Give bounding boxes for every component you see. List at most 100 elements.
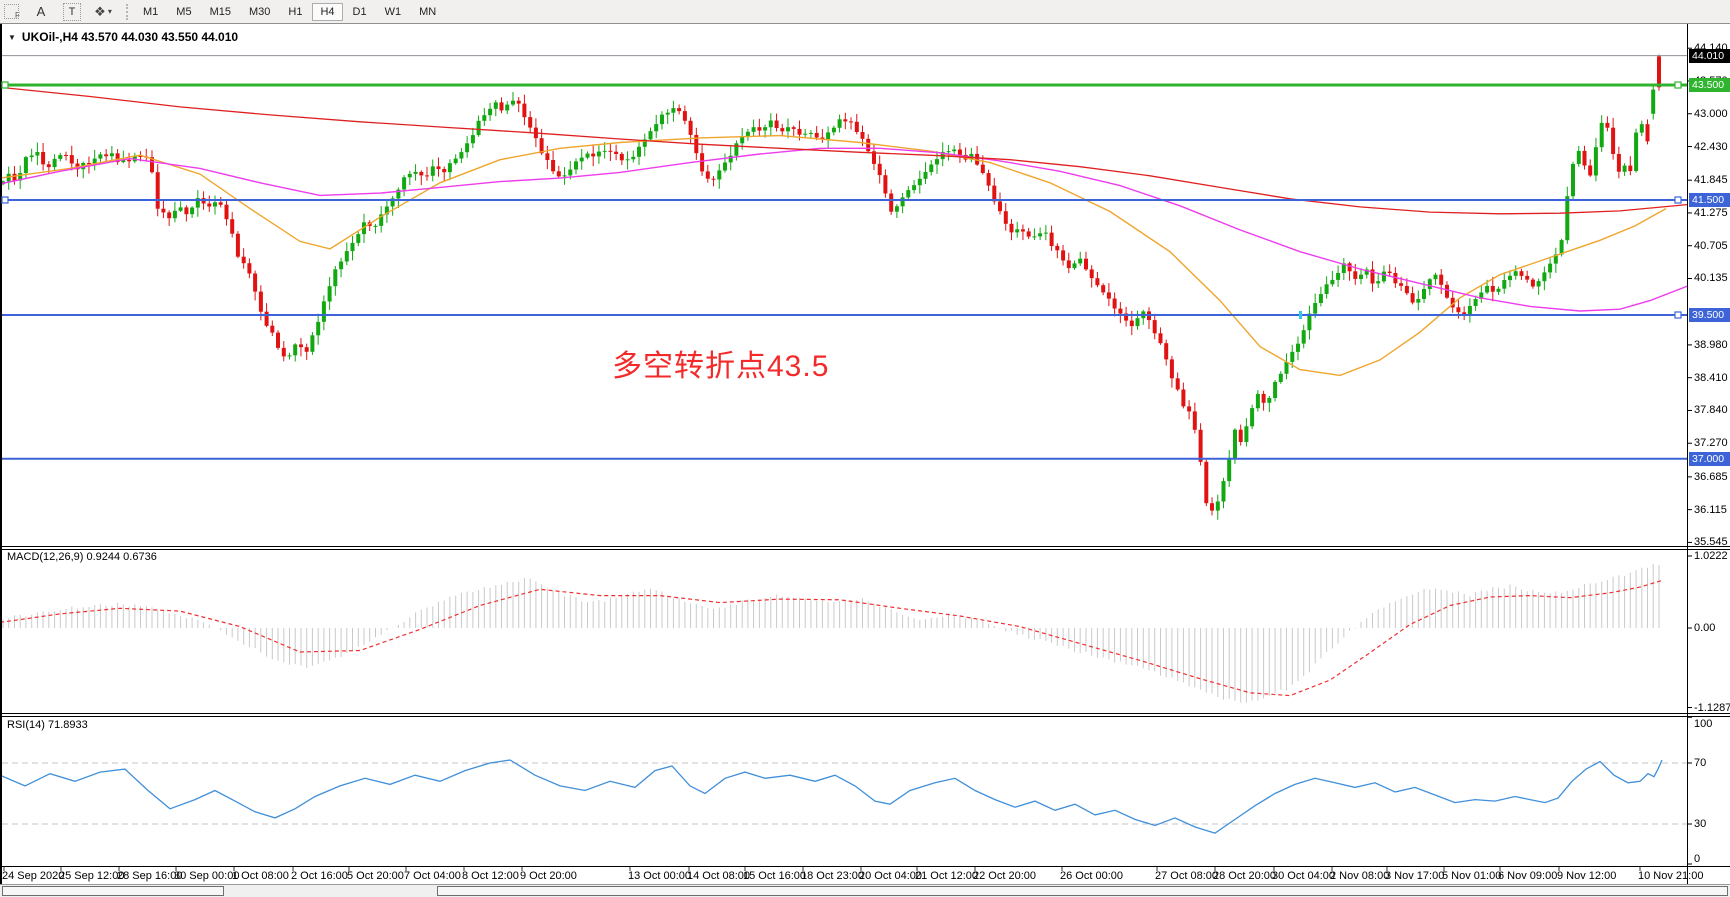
time-axis-label: 9 Oct 20:00 <box>520 870 577 882</box>
time-axis-label: 2 Oct 16:00 <box>291 870 348 882</box>
symbol-ohlc-text: UKOil-,H4 43.570 44.030 43.550 44.010 <box>21 30 239 44</box>
macd-tick-label: 0.00 <box>1694 622 1716 634</box>
level-price-label: 39.500 <box>1689 308 1730 322</box>
chart-title: ▼ UKOil-,H4 43.570 44.030 43.550 44.010 <box>8 30 238 44</box>
price-tick-label: 40.705 <box>1694 239 1728 252</box>
time-axis-label: 13 Oct 00:00 <box>628 870 691 882</box>
price-scale-separator[interactable] <box>1687 24 1688 884</box>
price-tick-label: 36.685 <box>1694 470 1728 483</box>
macd-signal-line <box>2 579 1663 697</box>
price-tick-label: 36.115 <box>1694 503 1727 516</box>
rsi-tick-label: 0 <box>1694 853 1701 865</box>
font-tool-label: F <box>15 11 20 20</box>
rsi-tick-label: 70 <box>1694 757 1707 769</box>
time-axis-bottom <box>0 884 1730 885</box>
rsi-top-border <box>0 716 1730 717</box>
toolbar: F A T ❖ ▾ M1 M5 M15 M30 H1 H4 D1 W1 MN <box>0 0 1730 24</box>
macd-plot <box>2 564 1663 703</box>
text-box-icon: T <box>63 2 81 21</box>
time-axis-label: 2 Nov 08:00 <box>1330 870 1390 882</box>
time-axis-label: 9 Nov 12:00 <box>1557 870 1617 882</box>
macd-tick-label: 1.0222 <box>1694 549 1728 562</box>
level-price-label: 43.500 <box>1689 78 1730 92</box>
ma-orange-line <box>2 134 1667 377</box>
line-anchor[interactable] <box>1674 196 1682 204</box>
price-tick-label: 38.980 <box>1694 338 1728 351</box>
rsi-tick-label: 30 <box>1694 818 1707 830</box>
styles-diamond-icon: ❖ <box>94 3 106 19</box>
line-anchor[interactable] <box>1674 81 1682 89</box>
time-axis-label: 20 Oct 04:00 <box>859 870 922 882</box>
price-tick-label: 37.840 <box>1694 404 1728 417</box>
tab-mn[interactable]: MN <box>411 3 444 21</box>
ma-magenta-line <box>2 147 1687 312</box>
time-axis-label: 30 Sep 00:00 <box>174 870 240 882</box>
current-price-label: 44.010 <box>1689 48 1730 63</box>
time-axis-label: 28 Sep 16:00 <box>117 870 183 882</box>
time-axis-label: 3 Nov 17:00 <box>1385 870 1445 882</box>
font-tool-icon[interactable]: F <box>2 2 22 22</box>
tab-h1[interactable]: H1 <box>280 3 310 21</box>
time-axis-label: 28 Oct 20:00 <box>1213 870 1276 882</box>
rsi-tick-label: 100 <box>1694 718 1713 730</box>
time-axis-label: 15 Oct 16:00 <box>743 870 806 882</box>
price-tick-label: 43.000 <box>1694 107 1728 120</box>
line-anchor[interactable] <box>1674 311 1682 319</box>
time-axis-label: 6 Nov 09:00 <box>1498 870 1558 882</box>
tab-m30[interactable]: M30 <box>241 3 278 21</box>
rsi-plot <box>2 759 1687 834</box>
time-axis-label: 26 Oct 00:00 <box>1060 870 1123 882</box>
ma-red-line <box>2 86 1687 215</box>
annotation-text[interactable]: 多空转折点43.5 <box>612 350 830 383</box>
text-a-button[interactable]: A <box>36 4 46 19</box>
time-axis-label: 5 Nov 01:00 <box>1442 870 1502 882</box>
line-anchor[interactable] <box>1 196 9 204</box>
chart-left-border <box>0 24 2 885</box>
time-axis-label: 1 Oct 08:00 <box>232 870 289 882</box>
tab-w1[interactable]: W1 <box>377 3 410 21</box>
docked-panel-edge-left <box>2 886 224 896</box>
time-axis-label: 25 Sep 12:00 <box>59 870 125 882</box>
price-tick-label: 37.270 <box>1694 437 1728 450</box>
candles <box>2 54 1661 520</box>
time-axis-label: 5 Oct 20:00 <box>347 870 404 882</box>
rsi-line <box>2 759 1663 834</box>
docked-panel-edge-right <box>437 886 1728 896</box>
time-axis-label: 30 Oct 04:00 <box>1272 870 1335 882</box>
price-tick-label: 41.275 <box>1694 206 1728 219</box>
tab-h4[interactable]: H4 <box>312 2 343 21</box>
tab-m15[interactable]: M15 <box>202 3 239 21</box>
macd-rsi-separator[interactable] <box>0 713 1730 714</box>
level-price-label: 41.500 <box>1689 193 1730 207</box>
font-grid-icon <box>4 4 20 19</box>
main-macd-separator[interactable] <box>0 546 1730 547</box>
time-axis-label: 7 Oct 04:00 <box>404 870 461 882</box>
price-tick-label: 35.545 <box>1694 536 1728 549</box>
tab-m1[interactable]: M1 <box>135 3 166 21</box>
time-axis-label: 14 Oct 08:00 <box>687 870 750 882</box>
price-tick-label: 42.430 <box>1694 140 1728 153</box>
time-axis-label: 27 Oct 08:00 <box>1155 870 1218 882</box>
price-tick-label: 40.135 <box>1694 272 1728 285</box>
chevron-down-icon: ▾ <box>107 7 112 16</box>
rsi-bottom-border <box>0 866 1730 867</box>
line-anchor[interactable] <box>1 81 9 89</box>
rsi-indicator-label: RSI(14) 71.8933 <box>7 719 88 731</box>
price-tick-label: 41.845 <box>1694 174 1728 187</box>
time-axis-label: 18 Oct 23:00 <box>801 870 864 882</box>
tab-d1[interactable]: D1 <box>345 3 375 21</box>
styles-button[interactable]: ❖ ▾ <box>93 2 113 22</box>
time-axis-label: 22 Oct 20:00 <box>973 870 1036 882</box>
time-axis-label: 8 Oct 12:00 <box>462 870 519 882</box>
toolbar-grip[interactable] <box>126 3 128 20</box>
level-price-label: 37.000 <box>1689 451 1730 466</box>
main-chart-plot <box>2 54 1687 520</box>
symbol-dropdown-icon[interactable]: ▼ <box>8 32 16 42</box>
line-midpoint-anchor[interactable] <box>1299 311 1302 319</box>
time-axis-label: 24 Sep 2020 <box>2 870 65 882</box>
text-label-button[interactable]: T <box>62 2 82 22</box>
tab-m5[interactable]: M5 <box>168 3 199 21</box>
time-axis-label: 10 Nov 21:00 <box>1638 870 1704 882</box>
macd-indicator-label: MACD(12,26,9) 0.9244 0.6736 <box>7 551 157 563</box>
